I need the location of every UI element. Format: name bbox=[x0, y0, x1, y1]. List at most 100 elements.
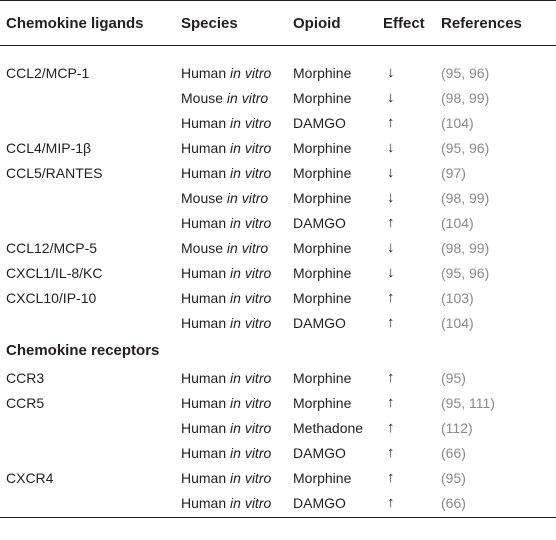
chemokine-name-cell bbox=[0, 310, 175, 335]
table-row: Human in vitro DAMGO ↑ (66) bbox=[0, 440, 556, 465]
species-cell: Human in vitro bbox=[175, 440, 287, 465]
effect-down-arrow-icon: ↓ bbox=[387, 189, 395, 206]
species-label: Mouse bbox=[181, 189, 224, 206]
effect-up-arrow-icon: ↑ bbox=[387, 214, 395, 231]
species-label: Human bbox=[181, 419, 227, 436]
species-in-vitro: in vitro bbox=[230, 164, 272, 181]
table-row: CCL4/MIP-1β Human in vitro Morphine ↓ (95, 9… bbox=[0, 135, 556, 160]
table-row: CCL12/MCP-5 Mouse in vitro Morphine ↓ (98, 9… bbox=[0, 235, 556, 260]
species-cell: Human in vitro bbox=[175, 135, 287, 160]
table-header: Chemokine ligands Species Opioid Effect … bbox=[0, 0, 556, 46]
chemokine-name-cell: CXCR4 bbox=[6, 469, 54, 486]
chemokine-name-cell: CCR3 bbox=[6, 369, 45, 386]
effect-down-arrow-icon: ↓ bbox=[387, 264, 395, 281]
species-label: Human bbox=[181, 314, 227, 331]
effect-up-arrow-icon: ↑ bbox=[387, 314, 395, 331]
references-cell: (98, 99) bbox=[441, 189, 490, 206]
effect-up-arrow-icon: ↑ bbox=[387, 419, 395, 436]
chemokine-name-cell: CCR5 bbox=[6, 394, 45, 411]
species-in-vitro: in vitro bbox=[230, 444, 272, 461]
species-label: Mouse bbox=[181, 89, 224, 106]
effect-up-arrow-icon: ↑ bbox=[377, 490, 435, 518]
opioid-cell: DAMGO bbox=[293, 444, 346, 461]
species-label: Mouse bbox=[181, 239, 224, 256]
opioid-cell: Morphine bbox=[293, 239, 352, 256]
species-label: Human bbox=[181, 469, 227, 486]
species-label: Human bbox=[181, 139, 227, 156]
opioid-cell: DAMGO bbox=[293, 314, 346, 331]
effect-down-arrow-icon: ↓ bbox=[387, 89, 395, 106]
species-in-vitro: in vitro bbox=[230, 214, 272, 231]
effect-up-arrow-icon: ↑ bbox=[387, 394, 395, 411]
species-label: Human bbox=[181, 494, 227, 511]
chemokine-name-cell: CCL2/MCP-1 bbox=[6, 64, 90, 81]
species-in-vitro: in vitro bbox=[230, 369, 272, 386]
species-cell: Human in vitro bbox=[175, 210, 287, 235]
species-label: Human bbox=[181, 394, 227, 411]
table-body: CCL2/MCP-1 Human in vitro Morphine ↓ (95, 96… bbox=[0, 46, 556, 518]
species-in-vitro: in vitro bbox=[230, 494, 272, 511]
references-cell: (104) bbox=[441, 214, 474, 231]
opioid-cell: Morphine bbox=[293, 369, 352, 386]
effect-up-arrow-icon: ↑ bbox=[387, 444, 395, 461]
references-cell: (95) bbox=[441, 369, 466, 386]
species-label: Human bbox=[181, 369, 227, 386]
species-label: Human bbox=[181, 264, 227, 281]
species-cell: Human in vitro bbox=[175, 160, 287, 185]
references-cell: (95, 111) bbox=[441, 394, 495, 411]
chemokine-name-cell bbox=[0, 110, 175, 135]
species-in-vitro: in vitro bbox=[230, 394, 272, 411]
species-in-vitro: in vitro bbox=[230, 139, 272, 156]
opioid-cell: DAMGO bbox=[293, 114, 346, 131]
table-row: CCR5 Human in vitro Morphine ↑ (95, 111) bbox=[0, 390, 556, 415]
chemokine-name-cell bbox=[0, 185, 175, 210]
header-references: References bbox=[441, 14, 522, 32]
effect-down-arrow-icon: ↓ bbox=[387, 139, 395, 156]
table-row: Mouse in vitro Morphine ↓ (98, 99) bbox=[0, 85, 556, 110]
species-in-vitro: in vitro bbox=[230, 64, 272, 81]
references-cell: (95) bbox=[441, 469, 466, 486]
chemokine-name-cell: CXCL1/IL-8/KC bbox=[6, 264, 103, 281]
species-label: Human bbox=[181, 444, 227, 461]
opioid-cell: DAMGO bbox=[287, 490, 377, 518]
species-cell: Human in vitro bbox=[175, 310, 287, 335]
opioid-cell: Methadone bbox=[293, 419, 364, 436]
species-in-vitro: in vitro bbox=[230, 264, 272, 281]
references-cell: (66) bbox=[435, 490, 556, 518]
effect-down-arrow-icon: ↓ bbox=[387, 239, 395, 256]
opioid-cell: Morphine bbox=[293, 264, 352, 281]
species-cell: Mouse in vitro bbox=[175, 85, 287, 110]
species-cell: Human in vitro bbox=[175, 490, 287, 518]
opioid-cell: Morphine bbox=[293, 394, 352, 411]
table-row: CCL5/RANTES Human in vitro Morphine ↓ (97) bbox=[0, 160, 556, 185]
table-row: Human in vitro DAMGO ↑ (104) bbox=[0, 210, 556, 235]
header-opioid: Opioid bbox=[293, 14, 341, 32]
references-cell: (98, 99) bbox=[441, 89, 490, 106]
species-cell: Human in vitro bbox=[175, 465, 287, 490]
table-row: CXCL10/IP-10 Human in vitro Morphine ↑ (103) bbox=[0, 285, 556, 310]
species-in-vitro: in vitro bbox=[230, 289, 272, 306]
species-in-vitro: in vitro bbox=[230, 314, 272, 331]
species-cell: Mouse in vitro bbox=[175, 235, 287, 260]
chemokine-name-cell bbox=[0, 415, 175, 440]
header-effect: Effect bbox=[383, 14, 425, 32]
species-cell: Human in vitro bbox=[175, 260, 287, 285]
opioid-cell: DAMGO bbox=[293, 214, 346, 231]
species-cell: Human in vitro bbox=[175, 390, 287, 415]
chemokine-name-cell: CXCL10/IP-10 bbox=[6, 289, 97, 306]
effect-down-arrow-icon: ↓ bbox=[387, 64, 395, 81]
references-cell: (66) bbox=[441, 444, 466, 461]
table-row: Human in vitro DAMGO ↑ (104) bbox=[0, 110, 556, 135]
species-cell: Human in vitro bbox=[175, 415, 287, 440]
table-row: Human in vitro DAMGO ↑ (66) bbox=[0, 490, 556, 518]
chemokine-name-cell bbox=[0, 490, 175, 518]
species-cell: Human in vitro bbox=[175, 365, 287, 390]
species-in-vitro: in vitro bbox=[230, 419, 272, 436]
references-cell: (95, 96) bbox=[441, 139, 490, 156]
species-cell: Human in vitro bbox=[175, 110, 287, 135]
section-row: Chemokine receptors bbox=[0, 335, 556, 365]
chemokine-name-cell: CCL12/MCP-5 bbox=[6, 239, 98, 256]
species-label: Human bbox=[181, 164, 227, 181]
species-in-vitro: in vitro bbox=[226, 189, 269, 206]
table-row: CCR3 Human in vitro Morphine ↑ (95) bbox=[0, 365, 556, 390]
